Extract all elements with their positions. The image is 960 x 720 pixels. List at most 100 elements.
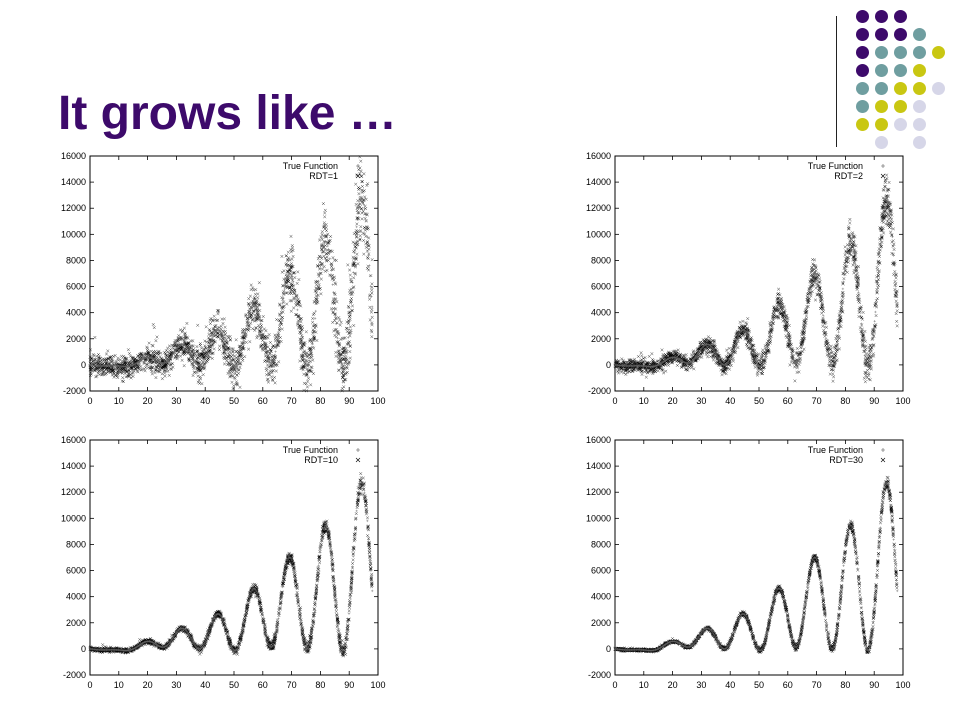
y-tick-label: 8000: [591, 539, 611, 549]
legend-marker: [880, 457, 886, 463]
y-tick-label: -2000: [588, 386, 611, 396]
decorative-dot: [913, 64, 926, 77]
chart-rdt-2: -2000 0 2000 4000 6000 8000 10000 12000 14000 160…: [565, 148, 915, 408]
y-tick-label: 0: [81, 644, 86, 654]
y-tick-label: 14000: [586, 177, 611, 187]
x-tick-label: 30: [171, 680, 181, 690]
x-tick-label: 20: [668, 680, 678, 690]
y-tick-label: 14000: [586, 461, 611, 471]
y-tick-label: 12000: [61, 487, 86, 497]
y-tick-label: 4000: [66, 592, 86, 602]
legend-marker: [356, 164, 360, 168]
y-tick-label: 12000: [586, 203, 611, 213]
x-tick-label: 60: [783, 680, 793, 690]
x-tick-label: 70: [812, 396, 822, 406]
y-tick-label: 10000: [61, 229, 86, 239]
data-points: [613, 173, 899, 384]
decorative-dot: [913, 82, 926, 95]
decorative-dot: [856, 10, 869, 23]
legend-label: RDT=30: [829, 455, 863, 465]
x-tick-label: 90: [344, 396, 354, 406]
y-tick-label: 0: [606, 644, 611, 654]
y-tick-label: 14000: [61, 461, 86, 471]
legend-marker: [881, 164, 885, 168]
x-tick-label: 100: [895, 680, 910, 690]
y-tick-label: 16000: [586, 151, 611, 161]
x-tick-label: 60: [258, 396, 268, 406]
y-tick-label: -2000: [588, 670, 611, 680]
legend-label: True Function: [808, 445, 863, 455]
y-tick-label: 6000: [66, 566, 86, 576]
x-tick-label: 0: [612, 396, 617, 406]
y-tick-label: 10000: [61, 513, 86, 523]
y-tick-label: 2000: [66, 334, 86, 344]
y-tick-label: 0: [81, 360, 86, 370]
x-tick-label: 40: [725, 680, 735, 690]
data-points: [88, 472, 374, 658]
plot-frame: [89, 155, 379, 392]
x-tick-label: 50: [754, 680, 764, 690]
x-tick-label: 10: [639, 680, 649, 690]
x-tick-label: 90: [344, 680, 354, 690]
divider-line: [836, 16, 837, 147]
x-tick-label: 60: [783, 396, 793, 406]
decorative-dot: [913, 118, 926, 131]
y-tick-label: 10000: [586, 513, 611, 523]
y-tick-label: 6000: [591, 566, 611, 576]
x-tick-label: 80: [315, 396, 325, 406]
decorative-dot: [856, 100, 869, 113]
legend-label: True Function: [283, 161, 338, 171]
y-tick-label: 12000: [61, 203, 86, 213]
y-tick-label: 6000: [591, 282, 611, 292]
decorative-dot: [875, 46, 888, 59]
decorative-dot: [856, 82, 869, 95]
decorative-dot: [875, 136, 888, 149]
x-tick-label: 10: [639, 396, 649, 406]
decorative-dot: [856, 64, 869, 77]
x-tick-label: 80: [840, 396, 850, 406]
x-tick-label: 60: [258, 680, 268, 690]
y-tick-label: -2000: [63, 386, 86, 396]
decorative-dot: [894, 46, 907, 59]
x-tick-label: 100: [370, 396, 385, 406]
decorative-dot: [932, 82, 945, 95]
x-tick-label: 50: [229, 680, 239, 690]
decorative-dot: [913, 28, 926, 41]
data-points: [88, 155, 374, 393]
y-tick-label: 8000: [66, 255, 86, 265]
plot-frame: [89, 439, 379, 676]
x-tick-label: 30: [696, 396, 706, 406]
decorative-dot: [875, 82, 888, 95]
x-tick-label: 40: [200, 396, 210, 406]
y-tick-label: 4000: [66, 308, 86, 318]
x-tick-label: 50: [229, 396, 239, 406]
y-tick-label: 2000: [591, 334, 611, 344]
x-tick-label: 10: [114, 396, 124, 406]
x-tick-label: 30: [171, 396, 181, 406]
legend-marker: [881, 448, 885, 452]
x-tick-label: 10: [114, 680, 124, 690]
y-tick-label: 14000: [61, 177, 86, 187]
true-function-points: [613, 197, 899, 368]
x-tick-label: 40: [725, 396, 735, 406]
chart-rdt-30: -2000 0 2000 4000 6000 8000 10000 12000 14000 160…: [565, 432, 915, 692]
decorative-dot: [894, 64, 907, 77]
decorative-dot: [875, 118, 888, 131]
x-tick-label: 20: [143, 396, 153, 406]
legend-label: RDT=10: [304, 455, 338, 465]
decorative-dot: [894, 100, 907, 113]
y-tick-label: 16000: [61, 151, 86, 161]
chart-rdt-2-svg: -200002000400060008000100001200014000160…: [586, 151, 911, 406]
decorative-dot: [856, 118, 869, 131]
x-tick-label: 20: [143, 680, 153, 690]
legend-label: RDT=2: [834, 171, 863, 181]
decorative-dot: [894, 82, 907, 95]
chart-rdt-10-svg: -200002000400060008000100001200014000160…: [61, 435, 386, 690]
decorative-dot-grid: [850, 10, 960, 150]
decorative-dot: [875, 10, 888, 23]
decorative-dot: [913, 46, 926, 59]
decorative-dot: [875, 64, 888, 77]
decorative-dot: [932, 46, 945, 59]
y-tick-label: 10000: [586, 229, 611, 239]
y-tick-label: 2000: [66, 618, 86, 628]
